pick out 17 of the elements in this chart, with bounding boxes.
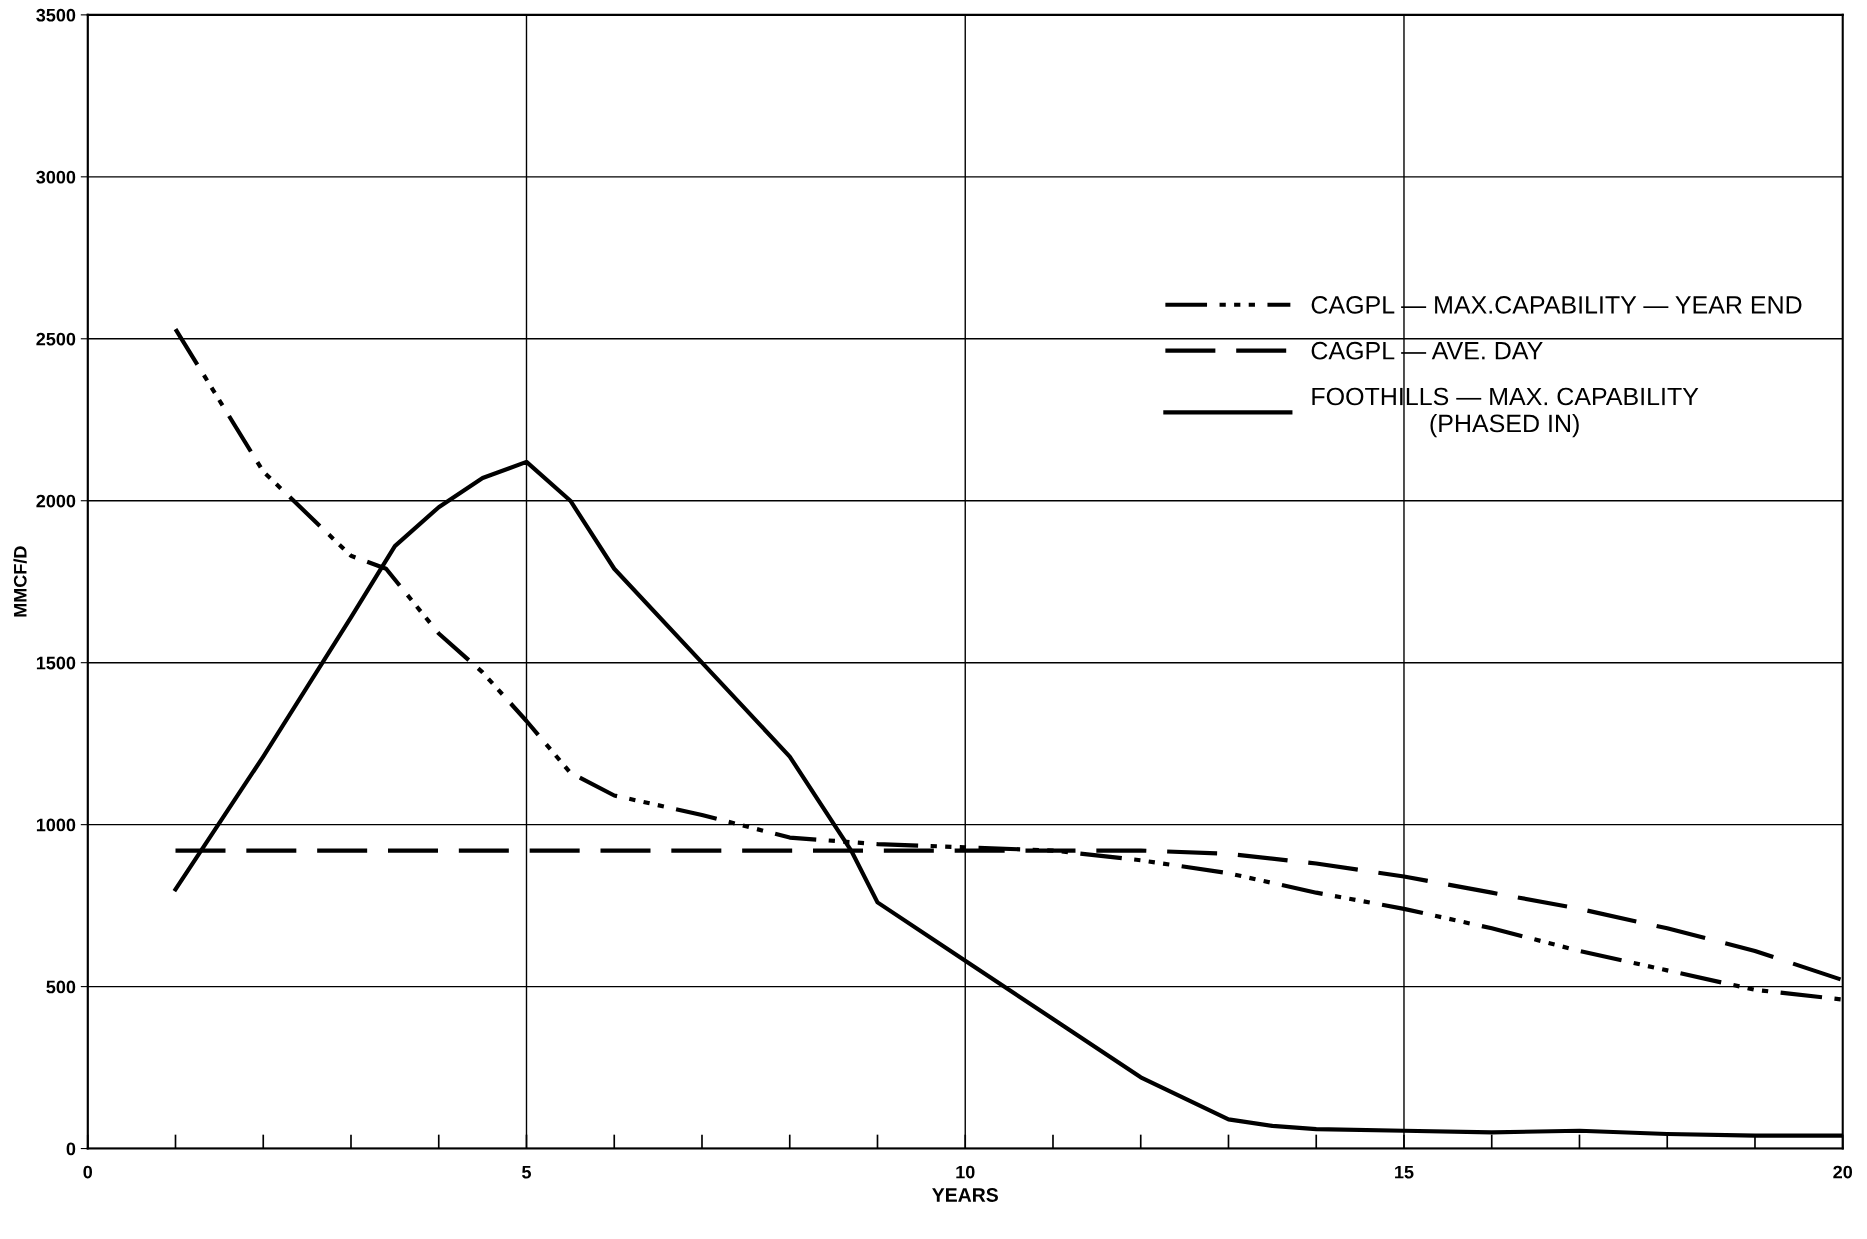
y-tick-label: 500 <box>46 980 76 994</box>
y-tick-label: 3500 <box>36 8 76 22</box>
x-tick-label: 20 <box>1833 1165 1853 1179</box>
y-tick-label: 1000 <box>36 818 76 832</box>
y-tick-label: 2000 <box>36 494 76 508</box>
legend-label: CAGPL — AVE. DAY <box>1311 341 1543 360</box>
y-tick-label: 3000 <box>36 170 76 184</box>
y-axis-title: MMCF/D <box>13 546 27 617</box>
x-tick-label: 10 <box>956 1165 975 1179</box>
y-tick-label: 0 <box>66 1142 76 1156</box>
x-tick-label: 5 <box>522 1165 532 1179</box>
x-tick-label: 15 <box>1395 1165 1414 1179</box>
legend-label: CAGPL — MAX.CAPABILITY — YEAR END <box>1311 296 1802 314</box>
y-tick-label: 2500 <box>36 332 76 346</box>
x-axis-title: YEARS <box>932 1188 998 1202</box>
y-tick-label: 1500 <box>36 656 76 670</box>
x-tick-label: 0 <box>83 1165 93 1179</box>
